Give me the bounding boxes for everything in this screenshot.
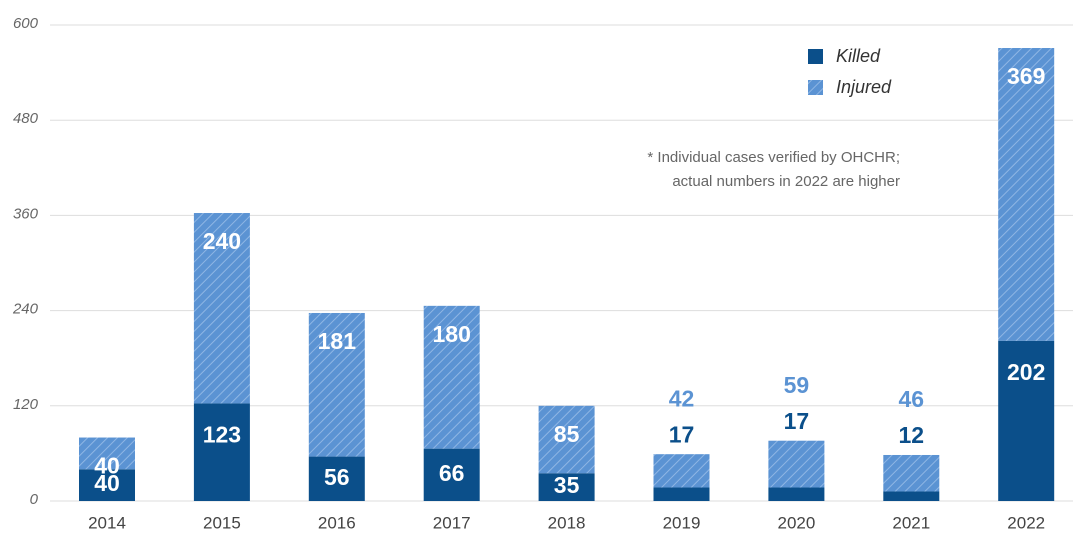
data-label: 85 xyxy=(554,421,580,447)
x-tick-label: 2014 xyxy=(88,513,126,532)
x-tick-label: 2019 xyxy=(663,513,701,532)
x-tick-label: 2020 xyxy=(777,513,815,532)
bar-segment xyxy=(79,469,135,501)
data-label: 35 xyxy=(554,472,580,498)
data-label: 17 xyxy=(784,408,810,434)
data-label: 17 xyxy=(669,421,695,447)
bar-segment xyxy=(653,454,710,488)
annotation: * Individual cases verified by OHCHR; xyxy=(647,149,900,166)
data-label: 40 xyxy=(94,470,120,496)
bar-segment xyxy=(998,48,1055,341)
bar-segment xyxy=(193,403,250,501)
bar-segment xyxy=(79,437,135,470)
x-tick-label: 2018 xyxy=(548,513,586,532)
bar-segment xyxy=(998,340,1055,501)
y-tick-label: 240 xyxy=(12,301,39,318)
bar-segment xyxy=(883,454,940,492)
data-label: 66 xyxy=(439,460,465,486)
bar-segment xyxy=(308,312,365,457)
data-label: 56 xyxy=(324,464,350,490)
bar-segment xyxy=(423,448,480,501)
y-tick-label: 120 xyxy=(13,396,39,413)
bar-segment xyxy=(538,473,595,501)
bar-segment xyxy=(538,405,595,474)
data-label: 40 xyxy=(94,453,120,479)
y-tick-label: 360 xyxy=(13,205,39,222)
x-tick-label: 2016 xyxy=(318,513,356,532)
data-label: 240 xyxy=(203,228,241,254)
y-tick-label: 0 xyxy=(30,491,39,508)
legend-label: Killed xyxy=(836,46,881,66)
y-tick-label: 480 xyxy=(13,110,39,127)
annotation: actual numbers in 2022 are higher xyxy=(672,173,900,190)
bar-segment xyxy=(768,487,825,501)
bar-segment xyxy=(193,213,250,404)
legend-swatch xyxy=(808,80,823,95)
legend-swatch xyxy=(808,49,823,64)
bar-segment xyxy=(308,456,365,501)
data-label: 180 xyxy=(433,321,471,347)
data-label: 59 xyxy=(784,372,810,398)
data-label: 46 xyxy=(899,386,925,412)
legend-label: Injured xyxy=(836,77,892,97)
data-label: 42 xyxy=(669,385,695,411)
data-label: 369 xyxy=(1007,63,1045,89)
bar-segment xyxy=(653,487,710,501)
y-tick-label: 600 xyxy=(13,15,39,32)
x-tick-label: 2021 xyxy=(892,513,930,532)
bar-segment xyxy=(423,305,480,449)
bar-segment xyxy=(883,491,940,501)
data-label: 12 xyxy=(899,422,925,448)
bar-segment xyxy=(768,440,825,488)
data-label: 123 xyxy=(203,421,241,447)
x-tick-label: 2022 xyxy=(1007,513,1045,532)
x-tick-label: 2015 xyxy=(203,513,241,532)
data-label: 181 xyxy=(318,328,357,354)
data-label: 202 xyxy=(1007,359,1045,385)
x-tick-label: 2017 xyxy=(433,513,471,532)
